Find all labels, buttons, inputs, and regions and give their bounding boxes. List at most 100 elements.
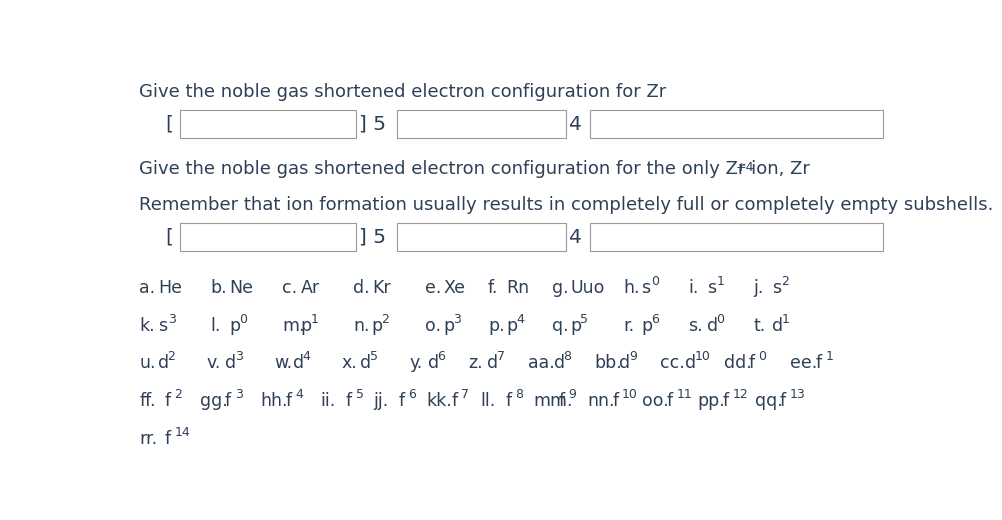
Bar — [590, 110, 883, 138]
Text: Give the noble gas shortened electron configuration for Zr: Give the noble gas shortened electron co… — [139, 83, 666, 101]
Text: 3: 3 — [167, 313, 175, 326]
Text: p: p — [301, 317, 312, 335]
Text: pp.: pp. — [696, 392, 724, 410]
Text: nn.: nn. — [587, 392, 614, 410]
Text: gg.: gg. — [199, 392, 227, 410]
Text: f: f — [666, 392, 672, 410]
Text: 7: 7 — [461, 388, 469, 401]
Text: f: f — [224, 392, 230, 410]
Text: p.: p. — [488, 317, 504, 335]
Text: He: He — [157, 279, 181, 297]
Text: p: p — [641, 317, 652, 335]
Text: 10: 10 — [621, 388, 637, 401]
Text: f: f — [164, 392, 170, 410]
Text: [: [ — [165, 114, 173, 134]
Bar — [179, 110, 356, 138]
Text: qq.: qq. — [754, 392, 782, 410]
Text: i.: i. — [687, 279, 697, 297]
Text: 2: 2 — [167, 350, 175, 363]
Text: p: p — [443, 317, 454, 335]
Text: ] 5: ] 5 — [359, 114, 385, 134]
Text: w.: w. — [274, 355, 292, 372]
Text: 4: 4 — [295, 388, 303, 401]
Text: ff.: ff. — [139, 392, 155, 410]
Text: 2: 2 — [781, 275, 789, 288]
Text: s: s — [157, 317, 167, 335]
Text: f: f — [721, 392, 727, 410]
Text: Remember that ion formation usually results in completely full or completely emp: Remember that ion formation usually resu… — [139, 196, 993, 214]
Text: [: [ — [165, 228, 173, 246]
Text: 3: 3 — [234, 388, 242, 401]
Text: 5: 5 — [355, 388, 363, 401]
Text: d: d — [706, 317, 717, 335]
Text: 3: 3 — [452, 313, 460, 326]
Text: o.: o. — [424, 317, 440, 335]
Text: 6: 6 — [650, 313, 658, 326]
Text: d: d — [360, 355, 371, 372]
Text: 12: 12 — [731, 388, 747, 401]
Text: ll.: ll. — [480, 392, 495, 410]
Text: 1: 1 — [825, 350, 833, 363]
Text: s: s — [641, 279, 650, 297]
Text: s: s — [771, 279, 781, 297]
Text: c.: c. — [282, 279, 297, 297]
Text: d: d — [487, 355, 498, 372]
Text: x.: x. — [342, 355, 357, 372]
Text: q.: q. — [551, 317, 568, 335]
Text: f: f — [505, 392, 511, 410]
Text: Ar: Ar — [301, 279, 320, 297]
Text: 8: 8 — [515, 388, 523, 401]
Text: Uuo: Uuo — [570, 279, 604, 297]
Text: f: f — [815, 355, 821, 372]
Text: f: f — [451, 392, 457, 410]
Text: 8: 8 — [563, 350, 571, 363]
Text: 5: 5 — [370, 350, 378, 363]
Text: n.: n. — [353, 317, 370, 335]
Text: bb.: bb. — [593, 355, 621, 372]
Text: cc.: cc. — [659, 355, 684, 372]
Text: f: f — [398, 392, 404, 410]
Text: f: f — [346, 392, 352, 410]
Text: h.: h. — [622, 279, 639, 297]
Text: 13: 13 — [789, 388, 805, 401]
Text: mm.: mm. — [532, 392, 572, 410]
Text: jj.: jj. — [373, 392, 388, 410]
Text: aa.: aa. — [528, 355, 554, 372]
Bar — [590, 223, 883, 252]
Text: r.: r. — [622, 317, 633, 335]
Text: 1: 1 — [310, 313, 318, 326]
Text: 0: 0 — [650, 275, 658, 288]
Text: d: d — [293, 355, 304, 372]
Text: hh.: hh. — [260, 392, 288, 410]
Text: t.: t. — [753, 317, 765, 335]
Text: d: d — [225, 355, 236, 372]
Text: 0: 0 — [758, 350, 766, 363]
Text: 2: 2 — [174, 388, 182, 401]
Text: f: f — [780, 392, 786, 410]
Text: j.: j. — [753, 279, 763, 297]
Text: y.: y. — [409, 355, 422, 372]
Text: f: f — [286, 392, 292, 410]
Text: ii.: ii. — [321, 392, 336, 410]
Text: 4: 4 — [568, 228, 581, 246]
Text: p: p — [229, 317, 240, 335]
Text: Kr: Kr — [372, 279, 390, 297]
Text: 6: 6 — [437, 350, 445, 363]
Text: Rn: Rn — [506, 279, 529, 297]
Text: 2: 2 — [381, 313, 389, 326]
Text: 4: 4 — [568, 114, 581, 134]
Text: f.: f. — [488, 279, 498, 297]
Bar — [396, 110, 565, 138]
Text: u.: u. — [139, 355, 155, 372]
Text: d: d — [427, 355, 438, 372]
Text: e.: e. — [424, 279, 441, 297]
Text: Ne: Ne — [229, 279, 253, 297]
Text: 6: 6 — [408, 388, 416, 401]
Text: 1: 1 — [781, 313, 789, 326]
Text: d: d — [771, 317, 783, 335]
Text: f: f — [748, 355, 755, 372]
Text: rr.: rr. — [139, 430, 157, 448]
Text: g.: g. — [551, 279, 568, 297]
Text: 0: 0 — [238, 313, 246, 326]
Text: ] 5: ] 5 — [359, 228, 385, 246]
